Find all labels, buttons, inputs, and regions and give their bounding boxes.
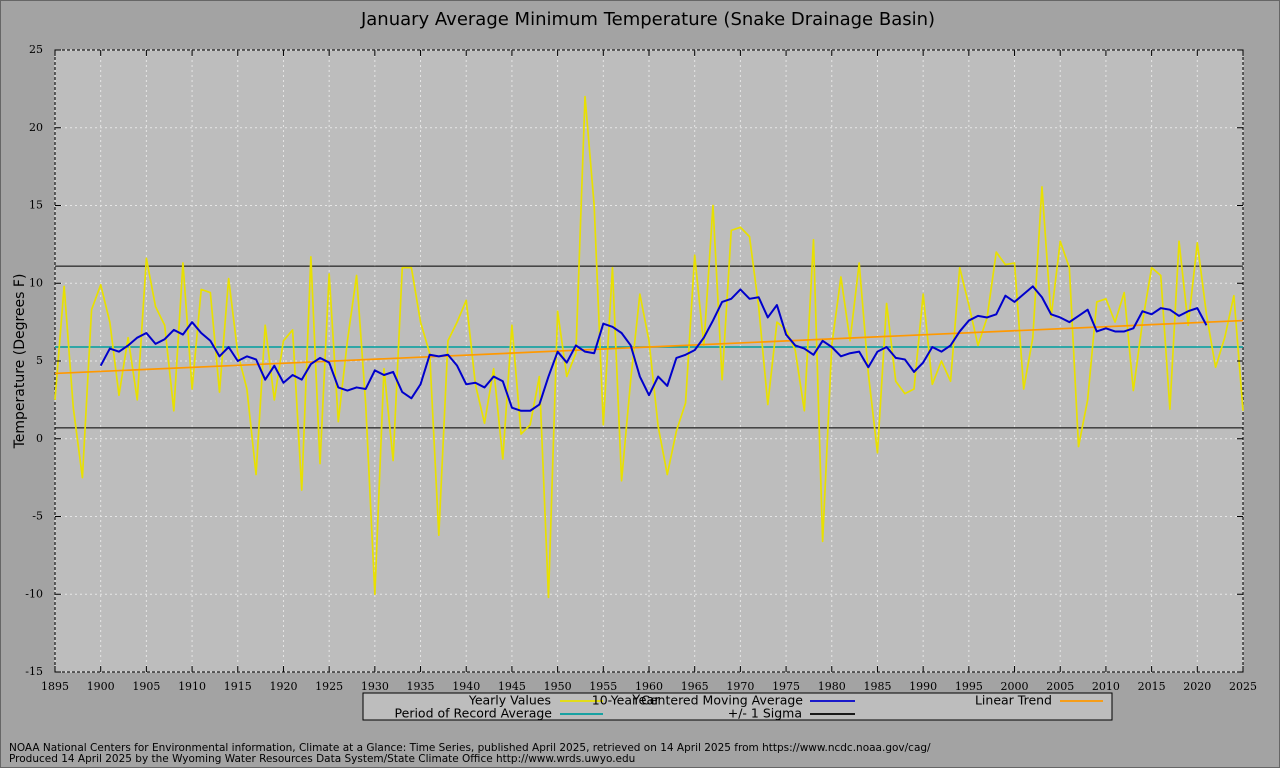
x-tick-label: 1910 — [178, 680, 206, 693]
y-tick-label: -5 — [32, 510, 43, 523]
series-line — [54, 95, 1244, 599]
x-tick-label: 1940 — [452, 680, 480, 693]
x-tick-label: 1960 — [635, 680, 663, 693]
x-tick-label: 2025 — [1229, 680, 1257, 693]
chart-title: January Average Minimum Temperature (Sna… — [360, 9, 935, 30]
x-tick-label: 1920 — [269, 680, 297, 693]
y-tick-label: 5 — [36, 354, 43, 367]
x-tick-label: 1990 — [909, 680, 937, 693]
legend-label: Linear Trend — [975, 693, 1052, 708]
series-line — [99, 285, 1208, 412]
x-tick-label: 1925 — [315, 680, 343, 693]
x-tick-label: 1930 — [361, 680, 389, 693]
y-tick-label: -15 — [25, 665, 43, 678]
y-tick-label: 10 — [29, 276, 43, 289]
series-line — [54, 319, 1244, 375]
x-tick-label: 2005 — [1046, 680, 1074, 693]
y-tick-label: 15 — [29, 199, 43, 212]
y-tick-label: 0 — [36, 432, 43, 445]
x-tick-label: 1995 — [955, 680, 983, 693]
x-tick-label: 1915 — [224, 680, 252, 693]
x-tick-label: 1955 — [589, 680, 617, 693]
y-tick-label: -10 — [25, 587, 43, 600]
x-tick-label: 1935 — [407, 680, 435, 693]
y-tick-label: 25 — [29, 43, 43, 56]
x-tick-label: 1970 — [726, 680, 754, 693]
x-axis-label: Year — [631, 694, 660, 709]
x-tick-label: 2015 — [1138, 680, 1166, 693]
x-tick-label: 1985 — [863, 680, 891, 693]
x-tick-label: 1900 — [87, 680, 115, 693]
x-tick-label: 2000 — [1001, 680, 1029, 693]
legend: Yearly Values 10-Year Centered Moving Ave… — [395, 693, 1103, 721]
legend-label: Yearly Values — [468, 693, 551, 708]
legend-label: Period of Record Average — [395, 706, 553, 721]
legend-label: +/- 1 Sigma — [728, 706, 802, 721]
x-tick-label: 1950 — [544, 680, 572, 693]
y-axis-label: Temperature (Degrees F) — [12, 274, 28, 450]
x-tick-label: 2010 — [1092, 680, 1120, 693]
note: NOAA National Centers for Environmental … — [9, 742, 931, 754]
x-tick-label: 2020 — [1183, 680, 1211, 693]
x-tick-label: 1945 — [498, 680, 526, 693]
x-tick-label: 1975 — [772, 680, 800, 693]
y-tick-label: 20 — [29, 121, 43, 134]
x-tick-label: 1895 — [41, 680, 69, 693]
marks — [54, 95, 1244, 599]
legend-box — [362, 692, 1113, 721]
legend-label: 10-Year Centered Moving Average — [592, 693, 804, 708]
x-tick-label: 1980 — [818, 680, 846, 693]
x-tick-label: 1965 — [681, 680, 709, 693]
x-tick-label: 1905 — [132, 680, 160, 693]
note: Produced 14 April 2025 by the Wyoming Wa… — [9, 753, 635, 765]
